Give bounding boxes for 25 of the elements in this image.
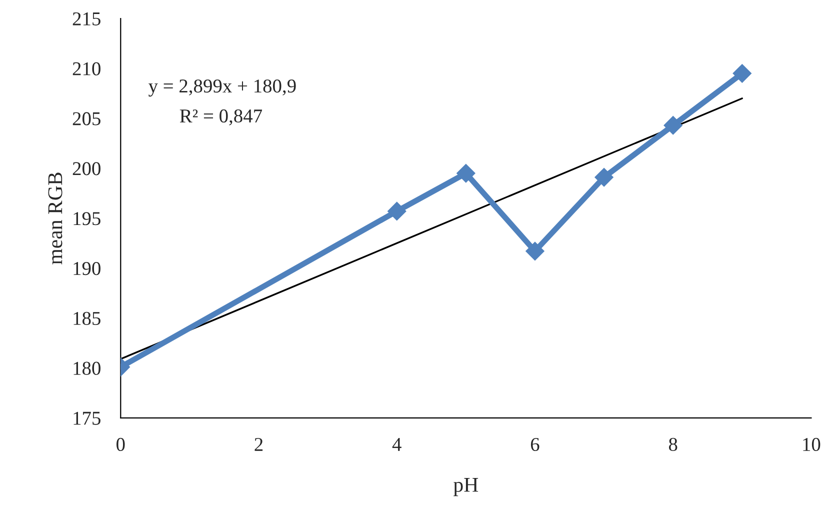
- point: [664, 116, 682, 135]
- point: [732, 64, 752, 83]
- y-tick-label: 175: [74, 412, 100, 425]
- y-tick-label: 180: [74, 362, 100, 375]
- y-tick-label: 215: [72, 12, 100, 26]
- annotation: R² = 0,847: [180, 109, 262, 126]
- point: [456, 164, 476, 183]
- y-tick-label: 205: [72, 112, 100, 126]
- x-tick-label: 10: [803, 438, 820, 452]
- point: [526, 242, 544, 261]
- x-axis-title: pH: [454, 478, 478, 496]
- annotation: y = 2,899x + 180,9: [148, 79, 296, 97]
- y-tick-label: 195: [74, 212, 100, 226]
- x-tick-label: 8: [668, 438, 678, 452]
- y-axis-title: mean RGB: [48, 172, 62, 264]
- x-tick-label: 0: [116, 438, 125, 452]
- x-tick-label: 6: [530, 438, 540, 452]
- y-tick-label: 210: [72, 62, 100, 76]
- x-tick-label: 4: [392, 438, 402, 451]
- y-tick-label: 200: [72, 162, 100, 176]
- y-tick-label: 190: [74, 262, 100, 276]
- point: [388, 202, 406, 221]
- y-tick-label: 185: [74, 312, 100, 325]
- x-tick-label: 2: [254, 438, 263, 451]
- point: [594, 168, 614, 187]
